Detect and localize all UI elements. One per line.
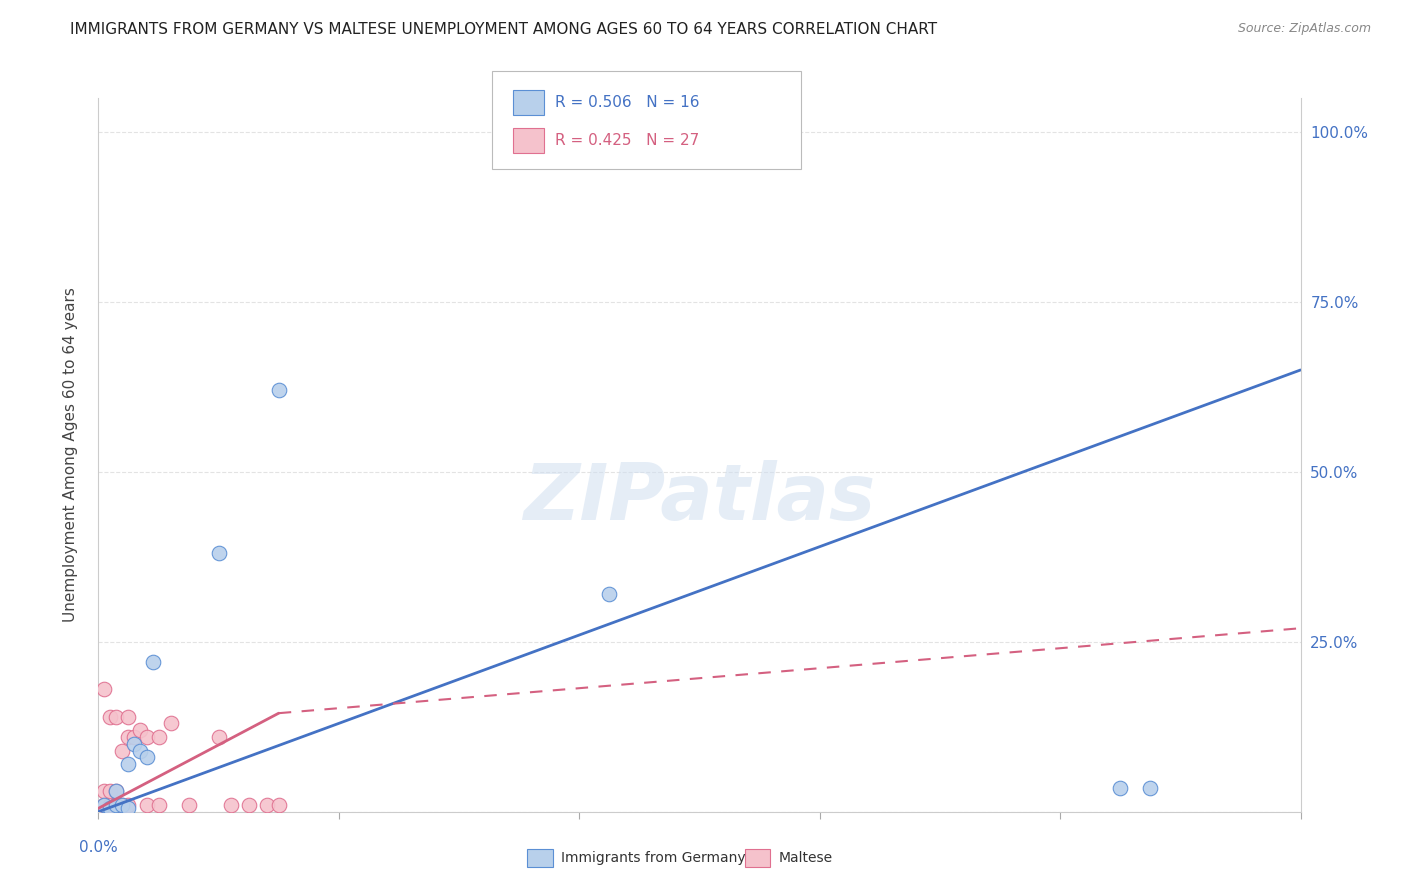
Point — [124, 730, 146, 744]
Point — [111, 797, 134, 812]
Point — [177, 797, 200, 812]
Text: 0.0%: 0.0% — [79, 840, 118, 855]
Point — [124, 737, 146, 751]
Point — [117, 797, 139, 812]
Point — [135, 750, 157, 764]
Point — [267, 384, 290, 398]
Point — [100, 797, 122, 812]
Point — [93, 682, 115, 697]
Point — [238, 797, 260, 812]
Point — [105, 797, 128, 812]
Text: Maltese: Maltese — [779, 851, 832, 865]
Point — [598, 587, 620, 601]
Point — [105, 784, 128, 798]
Point — [141, 655, 163, 669]
Point — [93, 797, 115, 812]
Point — [208, 730, 231, 744]
Point — [256, 797, 278, 812]
Point — [111, 797, 134, 812]
Point — [93, 784, 115, 798]
Text: R = 0.425   N = 27: R = 0.425 N = 27 — [555, 133, 700, 147]
Text: R = 0.506   N = 16: R = 0.506 N = 16 — [555, 95, 700, 110]
Point — [148, 730, 170, 744]
Point — [1139, 780, 1161, 795]
Text: IMMIGRANTS FROM GERMANY VS MALTESE UNEMPLOYMENT AMONG AGES 60 TO 64 YEARS CORREL: IMMIGRANTS FROM GERMANY VS MALTESE UNEMP… — [70, 22, 938, 37]
Point — [100, 709, 122, 723]
Text: Source: ZipAtlas.com: Source: ZipAtlas.com — [1237, 22, 1371, 36]
Point — [111, 743, 134, 757]
Point — [105, 709, 128, 723]
Point — [93, 797, 115, 812]
Point — [100, 784, 122, 798]
Point — [267, 797, 290, 812]
Point — [159, 716, 181, 731]
Point — [1109, 780, 1132, 795]
Point — [105, 784, 128, 798]
Point — [117, 801, 139, 815]
Text: ZIPatlas: ZIPatlas — [523, 459, 876, 536]
Point — [135, 797, 157, 812]
Point — [117, 730, 139, 744]
Point — [135, 730, 157, 744]
Point — [100, 801, 122, 815]
Text: Immigrants from Germany: Immigrants from Germany — [561, 851, 745, 865]
Point — [105, 797, 128, 812]
Point — [129, 723, 152, 738]
Y-axis label: Unemployment Among Ages 60 to 64 years: Unemployment Among Ages 60 to 64 years — [63, 287, 77, 623]
Point — [219, 797, 242, 812]
Point — [117, 709, 139, 723]
Point — [129, 743, 152, 757]
Point — [117, 757, 139, 772]
Point — [148, 797, 170, 812]
Point — [208, 546, 231, 560]
